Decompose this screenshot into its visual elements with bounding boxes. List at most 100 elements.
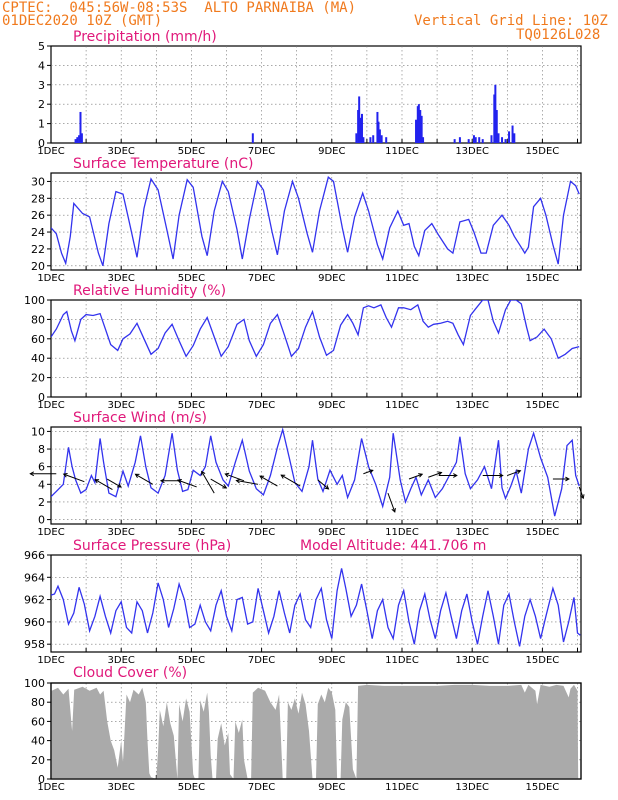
temp-xtick-label: 15DEC (526, 273, 560, 284)
wind-vector-head (498, 473, 504, 478)
humidity-xtick-label: 3DEC (108, 400, 135, 411)
wind-vector-head (62, 473, 68, 478)
wind-vector-head (222, 484, 228, 489)
precip-ytick-label: 1 (38, 118, 45, 131)
pressure-xtick-label: 13DEC (455, 655, 489, 666)
precip-frame (50, 45, 582, 144)
precip-bar (422, 137, 425, 143)
panel-title-wind: Surface Wind (m/s) (73, 410, 207, 426)
precip-bar (358, 96, 361, 143)
cloud-ytick-label: 100 (24, 677, 45, 690)
precip-xtick-label: 5DEC (178, 146, 205, 157)
wind-vector (106, 478, 122, 488)
temp-frame (50, 172, 582, 271)
cloud-xtick-label: 15DEC (526, 782, 560, 793)
pressure-ytick-label: 962 (24, 594, 45, 607)
panel-humidity: 0 20 40 60 80 100 1DEC 3DEC 5DEC 7DEC 9DEC 11DEC 13D… (24, 294, 582, 411)
wind-vector-head (159, 478, 165, 484)
wind-vector-head (391, 507, 396, 513)
precip-bar (497, 133, 500, 143)
wind-vector-head (116, 483, 122, 488)
pressure-xtick-label: 11DEC (385, 655, 419, 666)
humidity-xtick-label: 11DEC (385, 400, 419, 411)
header-code: TQ0126L028 (516, 27, 601, 43)
cloud-xtick-label: 1DEC (37, 782, 64, 793)
cloud-xtick-label: 7DEC (248, 782, 275, 793)
header-grid-note: Vertical Grid Line: 10Z (414, 13, 608, 29)
cloud-ytick-label: 20 (31, 754, 45, 767)
cloud-area (51, 684, 579, 779)
precip-bar (504, 139, 507, 143)
header-station: CPTEC: 045:56W-08:53S ALTO PARNAIBA (MA) (2, 0, 357, 16)
precip-bar (369, 137, 372, 143)
panel-title-pressure: Surface Pressure (hPa) (73, 538, 232, 554)
precip-bar (376, 111, 379, 143)
precip-bar (490, 135, 493, 143)
wind-series-line (51, 427, 580, 517)
precip-bar (378, 129, 381, 143)
precip-ytick-label: 3 (38, 79, 45, 92)
humidity-xtick-label: 1DEC (37, 400, 64, 411)
precip-bar (508, 131, 511, 143)
wind-vector (317, 479, 329, 490)
precip-xtick-label: 1DEC (37, 146, 64, 157)
wind-vector (201, 471, 215, 494)
panel-pressure: 958 960 962 964 966 1DEC 3DEC 5DEC 7DEC 9DEC 11DEC… (24, 549, 582, 666)
humidity-ytick-label: 100 (24, 294, 45, 307)
precip-bar (362, 137, 365, 143)
precip-bar (355, 133, 358, 143)
wind-vector-head (368, 469, 374, 474)
panel-precip: 0 1 2 3 4 5 1DEC 3DEC 5DEC 7DEC 9DEC 11DEC 13DEC 15DE… (37, 40, 582, 157)
temp-xtick-label: 13DEC (455, 273, 489, 284)
wind-vector-head (516, 469, 522, 475)
temp-xtick-label: 1DEC (37, 273, 64, 284)
precip-bar (472, 135, 475, 143)
humidity-series-line (51, 300, 580, 360)
pressure-xtick-label: 1DEC (37, 655, 64, 666)
wind-xtick-label: 11DEC (385, 527, 419, 538)
humidity-ytick-label: 40 (31, 352, 45, 365)
precip-bar (474, 137, 477, 143)
precip-bar (481, 139, 484, 143)
cloud-ytick-label: 40 (31, 735, 45, 748)
wind-ytick-label: 2 (38, 496, 45, 509)
humidity-ytick-label: 20 (31, 372, 45, 385)
temp-ytick-label: 22 (31, 243, 45, 256)
temp-ytick-label: 20 (31, 260, 45, 273)
temp-ytick-label: 24 (31, 226, 45, 239)
wind-vector (210, 478, 227, 489)
precip-xtick-label: 13DEC (455, 146, 489, 157)
wind-xtick-label: 7DEC (248, 527, 275, 538)
precip-bar (494, 84, 497, 143)
humidity-xtick-label: 7DEC (248, 400, 275, 411)
wind-vector-head (134, 473, 140, 478)
temp-xtick-label: 5DEC (178, 273, 205, 284)
temp-ytick-label: 26 (31, 209, 45, 222)
precip-bar (417, 104, 420, 143)
precip-bar (415, 119, 418, 143)
wind-vector (135, 473, 154, 485)
precip-ytick-label: 2 (38, 98, 45, 111)
cloud-xtick-label: 5DEC (178, 782, 205, 793)
wind-vector-head (280, 474, 286, 479)
wind-xtick-label: 15DEC (526, 527, 560, 538)
precip-bar (360, 113, 363, 143)
precip-bar (385, 137, 388, 143)
precip-bar (359, 117, 362, 143)
cloud-ytick-label: 0 (38, 773, 45, 786)
wind-vector-head (565, 476, 570, 482)
precip-bar (377, 121, 380, 143)
temp-xtick-label: 3DEC (108, 273, 135, 284)
precip-bar (380, 135, 383, 143)
pressure-ytick-label: 958 (24, 638, 45, 651)
wind-vector (236, 480, 259, 485)
wind-xtick-label: 9DEC (318, 527, 345, 538)
pressure-xtick-label: 7DEC (248, 655, 275, 666)
cloud-ytick-label: 80 (31, 696, 45, 709)
pressure-xtick-label: 15DEC (526, 655, 560, 666)
wind-vector (94, 479, 113, 491)
humidity-xtick-label: 15DEC (526, 400, 560, 411)
panel-title-temperature: Surface Temperature (nC) (73, 156, 254, 172)
wind-xtick-label: 1DEC (37, 527, 64, 538)
temp-xtick-label: 7DEC (248, 273, 275, 284)
